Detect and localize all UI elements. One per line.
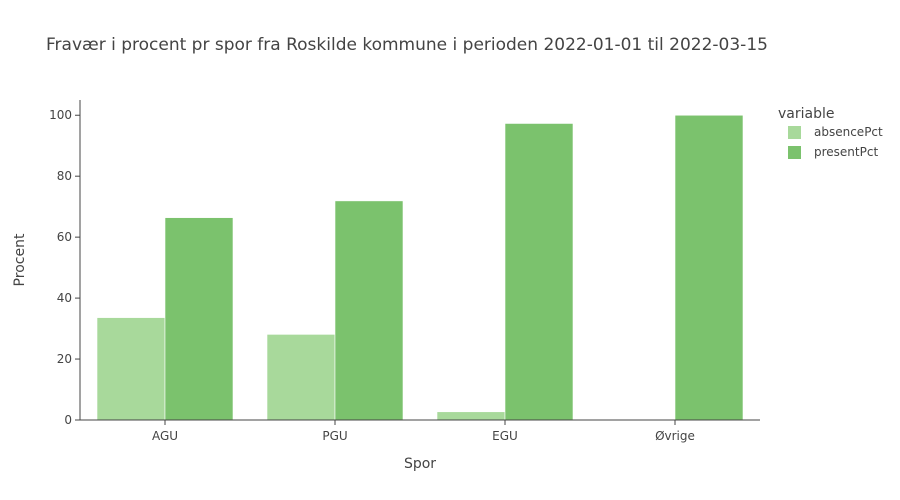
x-tick-label: EGU [492,429,518,443]
bar-presentPct-2 [504,123,574,421]
bar-absencePct-0 [96,317,166,421]
bar-presentPct-1 [334,200,404,421]
y-tick-label: 60 [57,230,72,244]
plot-area [96,114,744,421]
x-tick-label: Øvrige [655,429,695,443]
bar-presentPct-3 [674,114,744,421]
legend-label-absencePct: absencePct [814,125,883,139]
bar-absencePct-2 [436,411,506,421]
y-axis-title: Procent [12,233,28,286]
x-tick-label: AGU [152,429,178,443]
y-tick-label: 20 [57,352,72,366]
y-tick-label: 0 [64,413,72,427]
legend-swatch-absencePct [788,126,801,139]
bar-presentPct-0 [164,217,234,421]
legend-swatch-presentPct [788,146,801,159]
y-tick-label: 80 [57,169,72,183]
legend-title: variable [778,106,834,122]
legend: variable absencePct presentPct [778,106,883,159]
x-axis-ticks: AGU PGU EGU Øvrige [152,420,695,443]
y-tick-label: 40 [57,291,72,305]
legend-items: absencePct presentPct [788,125,883,159]
x-tick-label: PGU [322,429,347,443]
legend-label-presentPct: presentPct [814,145,878,159]
y-tick-label: 100 [49,108,72,122]
bar-absencePct-1 [266,334,336,421]
y-axis-ticks: 0 20 40 60 80 100 [49,108,80,427]
x-axis-title: Spor [404,456,436,472]
chart-title: Fravær i procent pr spor fra Roskilde ko… [46,35,768,55]
